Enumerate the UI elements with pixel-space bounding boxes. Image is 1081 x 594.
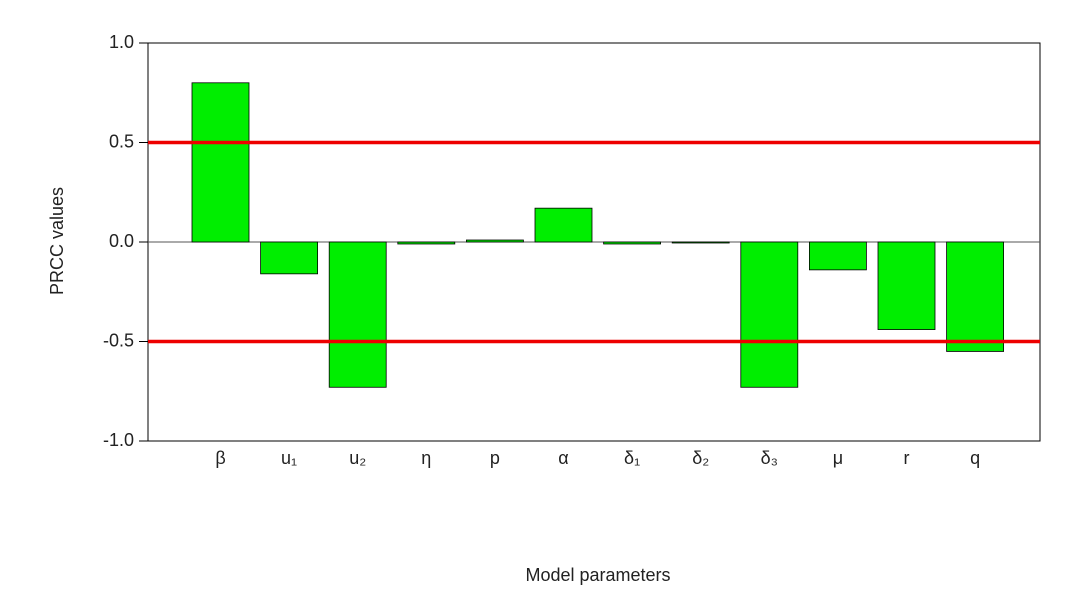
bar <box>877 241 936 330</box>
bar <box>260 241 319 275</box>
y-tick-label: -1.0 <box>103 430 134 450</box>
bar <box>809 241 867 271</box>
x-tick-label: q <box>970 448 980 468</box>
bar <box>946 241 1004 352</box>
bar <box>191 82 250 243</box>
y-tick-label: 1.0 <box>109 32 134 52</box>
bar <box>671 241 730 244</box>
bar <box>465 239 524 243</box>
x-tick-label: η <box>421 448 431 468</box>
x-tick-label: δ₃ <box>761 448 778 468</box>
x-tick-label: u₁ <box>281 448 297 468</box>
bar <box>397 241 456 245</box>
bar <box>603 241 661 245</box>
x-tick-label: r <box>904 448 910 468</box>
y-tick-label: 0.5 <box>109 131 134 151</box>
x-tick-label: δ₂ <box>692 448 709 468</box>
bar <box>328 241 387 388</box>
x-tick-label: α <box>558 448 568 468</box>
x-axis-title: Model parameters <box>525 565 670 585</box>
x-tick-label: μ <box>833 448 843 468</box>
bar <box>534 207 593 243</box>
x-tick-label: u₂ <box>349 448 366 468</box>
x-tick-label: δ₁ <box>624 448 640 468</box>
x-tick-label: β <box>215 448 225 468</box>
x-tick-label: p <box>490 448 500 468</box>
y-tick-label: -0.5 <box>103 330 134 350</box>
y-tick-label: 0.0 <box>109 231 134 251</box>
y-axis-title: PRCC values <box>47 187 67 295</box>
bar <box>740 241 799 388</box>
